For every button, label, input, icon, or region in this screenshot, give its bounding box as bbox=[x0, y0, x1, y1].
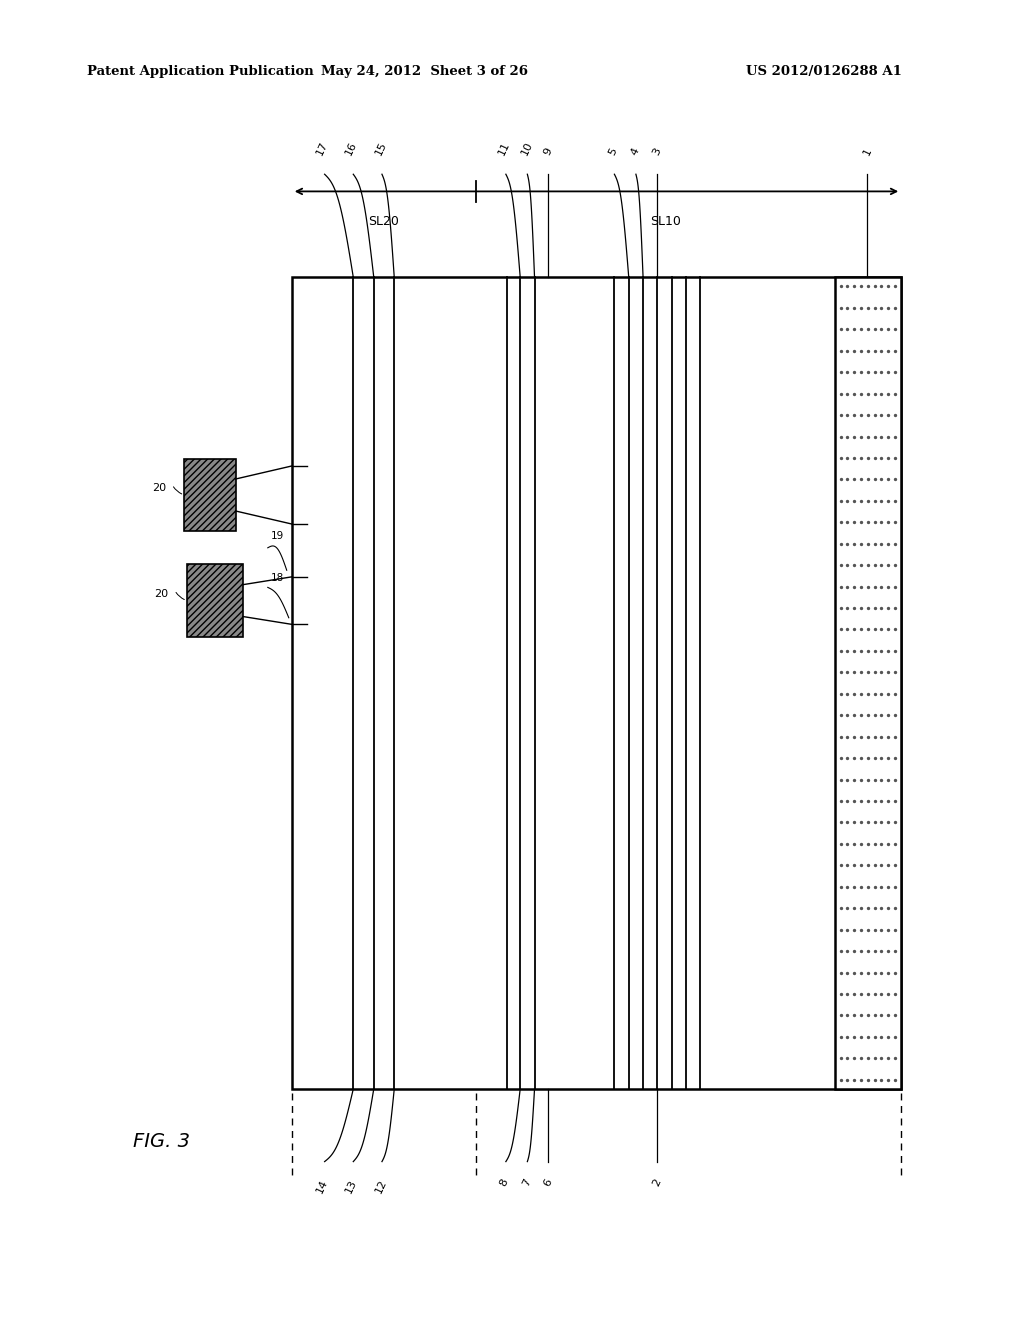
Bar bbox=[835, 277, 901, 1089]
Text: 15: 15 bbox=[373, 140, 388, 157]
Bar bbox=[186, 564, 244, 636]
Text: 19: 19 bbox=[270, 531, 284, 541]
Text: Patent Application Publication: Patent Application Publication bbox=[87, 65, 313, 78]
Text: US 2012/0126288 A1: US 2012/0126288 A1 bbox=[746, 65, 902, 78]
Text: 11: 11 bbox=[497, 140, 512, 157]
Text: May 24, 2012  Sheet 3 of 26: May 24, 2012 Sheet 3 of 26 bbox=[322, 65, 528, 78]
Text: 17: 17 bbox=[314, 140, 330, 157]
Text: 7: 7 bbox=[520, 1177, 532, 1188]
Text: 8: 8 bbox=[499, 1177, 510, 1188]
Text: 16: 16 bbox=[344, 140, 358, 157]
Text: 1: 1 bbox=[861, 147, 873, 157]
Bar bbox=[292, 277, 901, 1089]
Text: 4: 4 bbox=[629, 147, 641, 157]
Text: 10: 10 bbox=[519, 140, 535, 157]
Text: 13: 13 bbox=[344, 1177, 358, 1195]
Text: 2: 2 bbox=[651, 1177, 664, 1188]
Text: 6: 6 bbox=[542, 1177, 554, 1188]
Text: 18: 18 bbox=[270, 573, 284, 583]
Text: 9: 9 bbox=[542, 147, 554, 157]
Text: 20: 20 bbox=[155, 589, 168, 599]
Text: FIG. 3: FIG. 3 bbox=[133, 1133, 190, 1151]
Text: SL10: SL10 bbox=[650, 215, 681, 228]
Text: 20: 20 bbox=[152, 483, 166, 494]
Text: 12: 12 bbox=[373, 1177, 388, 1195]
Text: 14: 14 bbox=[314, 1177, 330, 1195]
Text: SL20: SL20 bbox=[369, 215, 399, 228]
Bar bbox=[184, 458, 236, 531]
Text: 5: 5 bbox=[607, 147, 618, 157]
Text: 3: 3 bbox=[651, 147, 664, 157]
